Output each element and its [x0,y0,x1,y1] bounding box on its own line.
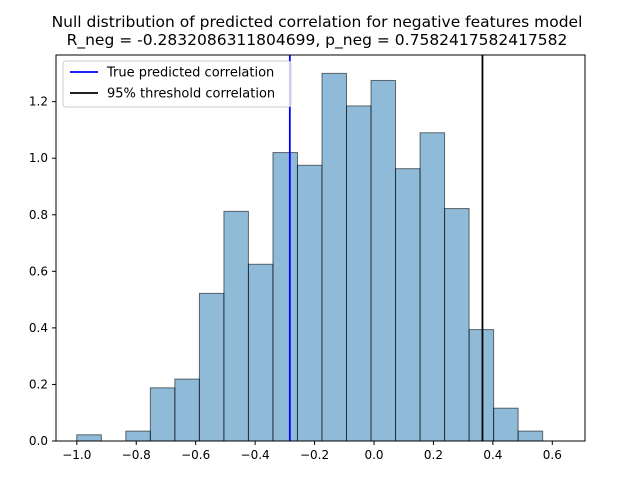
x-tick-label: 0.0 [364,448,383,462]
x-tick-label: −0.6 [181,448,210,462]
histogram-bar [370,79,397,442]
x-tick-label: −0.8 [122,448,151,462]
legend-threshold-label: 95% threshold correlation [107,87,275,102]
x-tick-label: 0.4 [483,448,502,462]
x-tick-label: −0.4 [241,448,270,462]
x-tick-label: −1.0 [62,448,91,462]
legend-box [62,60,292,108]
y-tick-label: 0.4 [29,321,48,335]
y-axis-ticks: 0.0 0.2 0.4 0.6 0.8 1.0 1.2 [29,95,56,448]
histogram-bars [76,72,544,442]
histogram-bar [223,210,249,442]
chart-title: Null distribution of predicted correlati… [52,13,583,31]
histogram-bar [395,168,421,442]
reference-lines [288,55,484,441]
histogram-bar [247,263,274,442]
y-tick-label: 0.0 [29,434,48,448]
histogram-bar [517,430,544,442]
x-tick-label: 0.6 [543,448,562,462]
histogram-bar [174,378,200,442]
histogram-bar [493,407,519,442]
histogram-bar [346,105,372,442]
histogram-bar [419,132,446,442]
y-tick-label: 0.6 [29,264,48,278]
y-tick-label: 1.2 [29,95,48,109]
histogram-bar [76,434,102,442]
y-tick-label: 0.8 [29,208,48,222]
chart-subtitle: R_neg = -0.2832086311804699, p_neg = 0.7… [67,31,568,50]
plot-area-frame [55,54,586,442]
y-tick-label: 1.0 [29,151,48,165]
x-tick-label: −0.2 [300,448,329,462]
y-tick-label: 0.2 [29,377,48,391]
legend-true-correlation-label: True predicted correlation [106,66,274,81]
x-axis-ticks: −1.0 −0.8 −0.6 −0.4 −0.2 0.0 0.2 0.4 0.6 [62,441,562,462]
histogram-bar [272,152,298,442]
histogram-bar [125,430,151,442]
histogram-bar [149,387,176,442]
histogram-bar [468,329,495,442]
histogram-bar [321,72,348,442]
x-tick-label: 0.2 [424,448,443,462]
histogram-bar [296,164,323,442]
histogram-bar [444,208,470,442]
legend: True predicted correlation 95% threshold… [62,60,292,108]
histogram-bar [198,292,225,442]
